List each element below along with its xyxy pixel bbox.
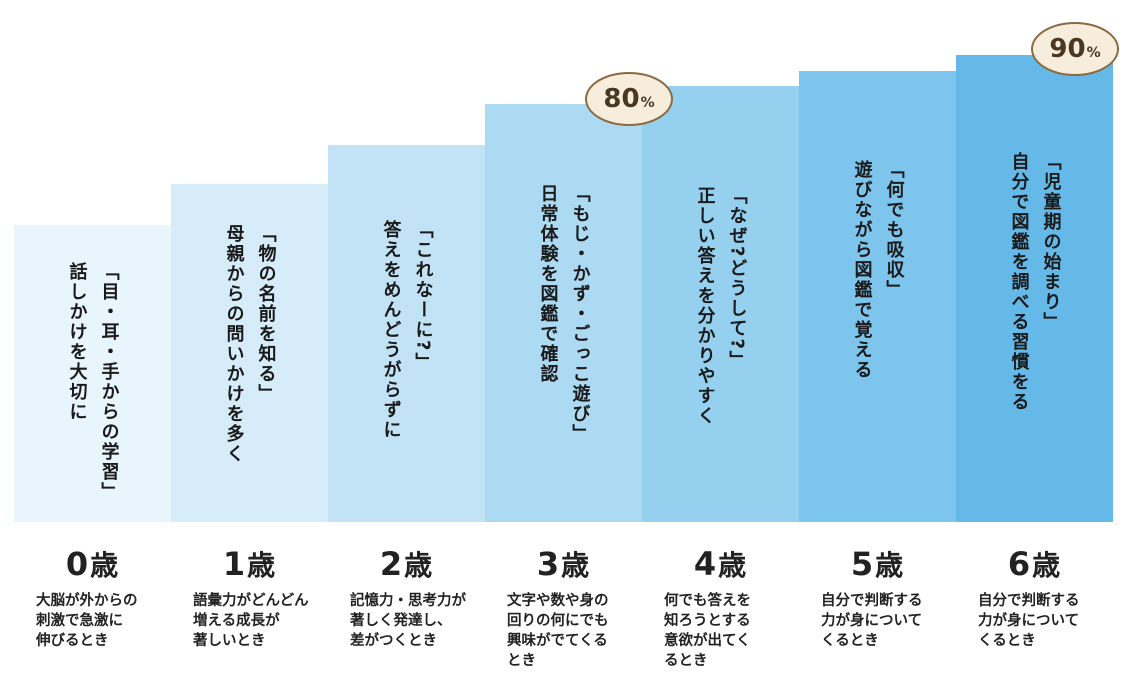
step-block-age-4 [642, 86, 799, 522]
description-line: 興味がでてくる [507, 633, 608, 649]
description-line: 自分で判断する [978, 593, 1080, 609]
step-heading-age-4: 「なぜ?どうして?」 正しい答えを分かりやすく [689, 186, 753, 426]
age-description: 自分で判断する 力が身について くるとき [978, 591, 1133, 651]
age-description: 大脳が外からの 刺激で急激に 伸びるとき [36, 591, 192, 651]
age-number: 5 [850, 545, 874, 583]
step-advice: 母親からの問いかけを多く [223, 224, 245, 464]
step-heading-age-3: 「もじ・かず・ごっこ遊び」 日常体験を図鑑で確認 [532, 184, 596, 444]
description-line: くるとき [821, 633, 879, 649]
step-heading-age-0: 「目・耳・手からの学習」 話しかけを大切に [61, 262, 125, 502]
percentage-badge: 80% [585, 72, 673, 126]
description-line: 伸びるとき [36, 633, 109, 649]
description-line: 著しく発達し、 [350, 613, 452, 629]
badge-value: 90 [1049, 34, 1086, 64]
age-unit: 歳 [404, 549, 433, 582]
description-line: 差がつくとき [350, 633, 437, 649]
step-block-age-0 [14, 225, 171, 522]
age-label: 5歳 [799, 544, 955, 584]
description-line: 大脳が外からの [36, 593, 138, 609]
description-line: るとき [664, 653, 708, 669]
step-theme: 「目・耳・手からの学習」 [98, 262, 120, 502]
step-advice: 日常体験を図鑑で確認 [537, 184, 559, 384]
step-block-age-3 [485, 104, 642, 522]
description-line: 知ろうとする [664, 613, 751, 629]
step-theme: 「物の名前を知る」 [255, 224, 277, 404]
age-label: 1歳 [171, 544, 327, 584]
description-line: とき [507, 653, 536, 669]
age-unit: 歳 [561, 549, 590, 582]
step-advice: 自分で図鑑を調べる習慣をる [1008, 152, 1030, 412]
badge-unit: % [1086, 45, 1101, 61]
step-advice: 答えをめんどうがらずに [380, 220, 402, 440]
age-number: 3 [536, 545, 560, 583]
step-block-age-1 [171, 184, 328, 522]
age-label: 3歳 [485, 544, 641, 584]
age-label: 2歳 [328, 544, 484, 584]
badge-value: 80 [603, 84, 640, 114]
description-line: 語彙力がどんどん [193, 593, 309, 609]
age-unit: 歳 [875, 549, 904, 582]
age-description: 何でも答えを 知ろうとする 意欲が出てく るとき [664, 591, 820, 671]
age-unit: 歳 [1032, 549, 1061, 582]
description-line: くるとき [978, 633, 1036, 649]
age-label: 4歳 [642, 544, 798, 584]
step-block-age-5 [799, 71, 956, 522]
description-line: 力が身について [821, 613, 923, 629]
step-advice: 話しかけを大切に [66, 262, 88, 422]
description-line: 刺激で急激に [36, 613, 123, 629]
step-advice: 遊びながら図鑑で覚える [851, 160, 873, 380]
step-heading-age-5: 「何でも吸収」 遊びながら図鑑で覚える [846, 160, 910, 380]
description-line: 何でも答えを [664, 593, 751, 609]
age-label: 0歳 [14, 544, 170, 584]
age-unit: 歳 [718, 549, 747, 582]
step-theme: 「もじ・かず・ごっこ遊び」 [569, 184, 591, 444]
step-theme: 「なぜ?どうして?」 [726, 186, 748, 371]
age-number: 6 [1007, 545, 1031, 583]
description-line: 文字や数や身の [507, 593, 609, 609]
step-heading-age-1: 「物の名前を知る」 母親からの問いかけを多く [218, 224, 282, 464]
age-description: 文字や数や身の 回りの何にでも 興味がでてくる とき [507, 591, 663, 671]
age-description: 記憶力・思考力が 著しく発達し、 差がつくとき [350, 591, 506, 651]
badge-unit: % [640, 95, 655, 111]
description-line: 増える成長が [193, 613, 280, 629]
step-heading-age-2: 「これなーに?」 答えをめんどうがらずに [375, 220, 439, 440]
step-heading-age-6: 「児童期の始まり」 自分で図鑑を調べる習慣をる [1003, 152, 1067, 412]
description-line: 力が身について [978, 613, 1080, 629]
description-line: 自分で判断する [821, 593, 923, 609]
age-description: 語彙力がどんどん 増える成長が 著しいとき [193, 591, 349, 651]
age-number: 2 [379, 545, 403, 583]
step-advice: 正しい答えを分かりやすく [694, 186, 716, 426]
age-number: 0 [65, 545, 89, 583]
age-unit: 歳 [247, 549, 276, 582]
step-theme: 「何でも吸収」 [883, 160, 905, 300]
age-description: 自分で判断する 力が身について くるとき [821, 591, 977, 651]
step-block-age-6 [956, 55, 1113, 522]
description-line: 意欲が出てく [664, 633, 751, 649]
step-block-age-2 [328, 145, 485, 522]
age-number: 4 [693, 545, 717, 583]
step-theme: 「児童期の始まり」 [1040, 152, 1062, 332]
age-unit: 歳 [90, 549, 119, 582]
age-number: 1 [222, 545, 246, 583]
age-label: 6歳 [956, 544, 1112, 584]
description-line: 記憶力・思考力が [350, 593, 466, 609]
percentage-badge: 90% [1031, 22, 1119, 76]
description-line: 回りの何にでも [507, 613, 609, 629]
step-theme: 「これなーに?」 [412, 220, 434, 373]
description-line: 著しいとき [193, 633, 266, 649]
